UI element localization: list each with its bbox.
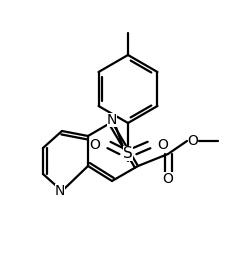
Text: O: O — [89, 138, 100, 152]
Text: N: N — [55, 184, 65, 198]
Text: O: O — [188, 134, 198, 148]
Text: O: O — [158, 138, 169, 152]
Text: N: N — [107, 113, 117, 127]
Text: S: S — [123, 145, 133, 161]
Text: O: O — [163, 172, 174, 186]
